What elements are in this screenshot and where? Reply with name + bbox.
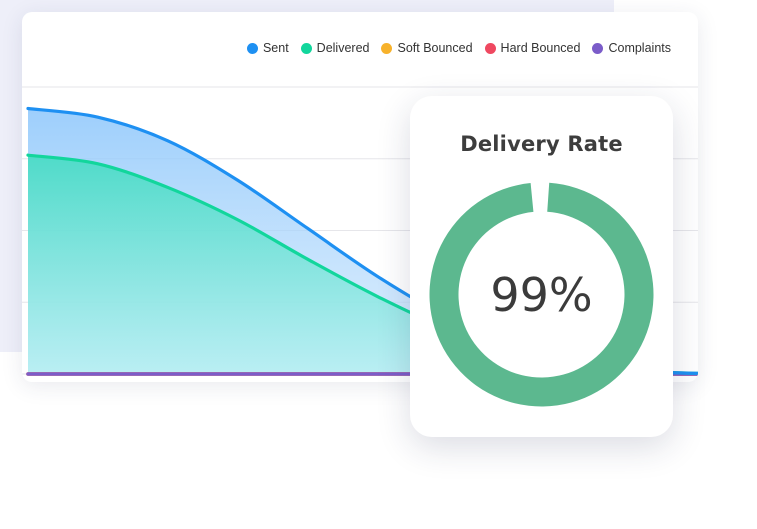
delivery-rate-card: Delivery Rate 99%	[410, 96, 673, 437]
legend-item-delivered[interactable]: Delivered	[300, 41, 370, 55]
legend-label-soft-bounced: Soft Bounced	[397, 41, 473, 55]
legend-dot-delivered	[300, 42, 312, 54]
legend-item-soft-bounced[interactable]: Soft Bounced	[381, 41, 473, 55]
area-delivered	[28, 155, 698, 374]
legend-dot-complaints	[592, 42, 604, 54]
legend-dot-soft-bounced	[381, 42, 393, 54]
legend-label-sent: Sent	[262, 41, 289, 55]
legend-item-complaints[interactable]: Complaints	[592, 41, 671, 55]
legend-item-sent[interactable]: Sent	[246, 41, 289, 55]
chart-legend: Sent Delivered Soft Bounced Hard Bounced…	[246, 41, 671, 55]
legend-dot-hard-bounced	[484, 42, 496, 54]
legend-dot-sent	[246, 42, 258, 54]
legend-label-hard-bounced: Hard Bounced	[500, 41, 581, 55]
legend-item-hard-bounced[interactable]: Hard Bounced	[484, 41, 581, 55]
delivery-rate-title: Delivery Rate	[460, 132, 623, 156]
legend-label-delivered: Delivered	[316, 41, 370, 55]
delivery-rate-value: 99%	[490, 267, 593, 322]
legend-label-complaints: Complaints	[608, 41, 671, 55]
